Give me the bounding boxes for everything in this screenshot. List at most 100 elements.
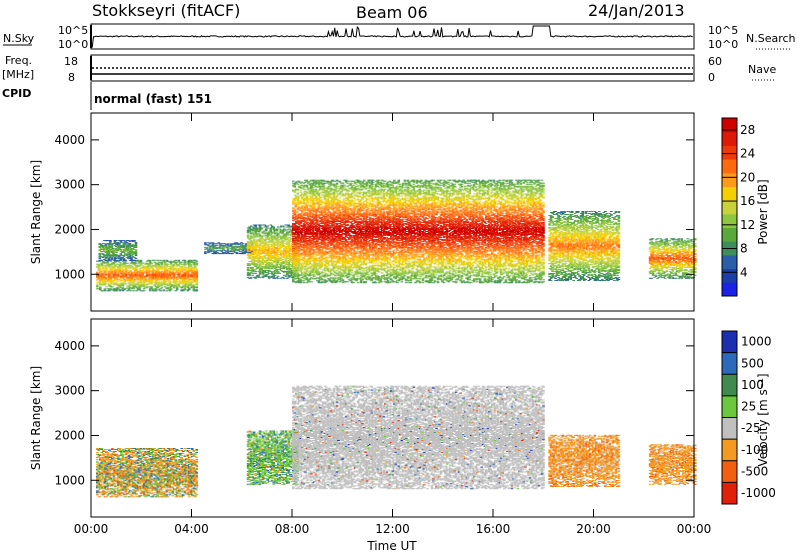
power-cell	[275, 238, 278, 239]
power-cell	[269, 231, 272, 232]
power-cell	[250, 258, 253, 259]
power-cell	[110, 283, 113, 284]
power-cell	[280, 266, 283, 267]
power-cell	[300, 240, 303, 241]
power-cell	[132, 277, 135, 278]
power-cell	[274, 249, 277, 250]
power-cell	[184, 260, 187, 261]
power-cell	[210, 250, 213, 251]
power-cell	[268, 241, 271, 242]
power-cell	[259, 254, 262, 255]
power-cell	[260, 228, 263, 229]
power-cell	[294, 192, 297, 193]
power-cell	[146, 263, 149, 264]
power-cell	[162, 290, 165, 291]
power-cell	[122, 285, 125, 286]
power-cell	[268, 247, 271, 248]
power-cell	[292, 250, 295, 251]
power-cell	[177, 276, 180, 277]
power-cell	[300, 222, 303, 223]
power-cell	[286, 278, 289, 279]
power-cell	[120, 265, 123, 266]
power-cell	[291, 265, 294, 266]
power-cell	[266, 274, 269, 275]
power-cell	[188, 289, 191, 290]
power-cell	[188, 267, 191, 268]
power-cell	[150, 267, 153, 268]
power-cell	[167, 264, 170, 265]
power-cell	[177, 269, 180, 270]
power-cell	[158, 269, 161, 270]
power-cell	[173, 266, 176, 267]
power-cell	[161, 263, 164, 264]
power-cell	[170, 289, 173, 290]
power-cell	[123, 252, 126, 253]
power-cell	[135, 270, 138, 271]
power-cell	[289, 237, 292, 238]
power-cell	[114, 273, 117, 274]
power-cell	[98, 278, 101, 279]
power-cell	[149, 264, 152, 265]
power-cell	[150, 282, 153, 283]
power-cell	[129, 267, 132, 268]
power-cell	[277, 227, 280, 228]
power-cell	[281, 226, 284, 227]
power-cell	[168, 282, 171, 283]
power-cell	[300, 196, 303, 197]
power-cell	[286, 269, 289, 270]
power-cell	[301, 212, 304, 213]
power-cell	[113, 264, 116, 265]
power-cell	[120, 289, 123, 290]
power-cell	[196, 274, 199, 275]
power-cell	[216, 245, 219, 246]
power-cell	[297, 218, 300, 219]
power-cell	[300, 282, 303, 283]
power-cell	[196, 289, 199, 290]
power-cell	[289, 269, 292, 270]
power-cell	[251, 227, 254, 228]
power-cell	[295, 251, 298, 252]
power-cell	[277, 249, 280, 250]
power-cell	[221, 251, 224, 252]
power-cell	[120, 250, 123, 251]
power-cell	[159, 260, 162, 261]
power-cell	[96, 272, 99, 273]
power-cell	[295, 249, 298, 250]
power-cell	[266, 245, 269, 246]
power-cell	[174, 280, 177, 281]
power-cell	[128, 266, 131, 267]
power-cell	[146, 276, 149, 277]
power-cell	[272, 227, 275, 228]
power-cell	[227, 247, 230, 248]
power-cell	[212, 249, 215, 250]
power-cell	[248, 264, 251, 265]
power-cell	[301, 275, 304, 276]
power-cell	[101, 280, 104, 281]
power-cell	[135, 258, 138, 259]
power-cell	[272, 241, 275, 242]
power-cell	[231, 249, 234, 250]
power-cell	[196, 271, 199, 272]
power-cell	[300, 195, 303, 196]
power-cell	[135, 243, 138, 244]
power-cell	[99, 261, 102, 262]
power-cell	[204, 242, 207, 243]
power-cell	[126, 270, 129, 271]
power-cell	[222, 246, 225, 247]
power-cell	[131, 261, 134, 262]
power-cell	[292, 239, 295, 240]
power-cell	[114, 259, 117, 260]
power-cell	[103, 254, 106, 255]
power-cell	[114, 266, 117, 267]
power-cell	[274, 251, 277, 252]
power-cell	[269, 230, 272, 231]
power-cell	[292, 220, 295, 221]
power-cell	[271, 233, 274, 234]
power-cell	[253, 262, 256, 263]
power-cell	[285, 263, 288, 264]
power-cell	[111, 246, 114, 247]
power-cell	[297, 270, 300, 271]
power-cell	[243, 247, 246, 248]
power-cell	[277, 256, 280, 257]
power-heatmap	[96, 180, 697, 292]
